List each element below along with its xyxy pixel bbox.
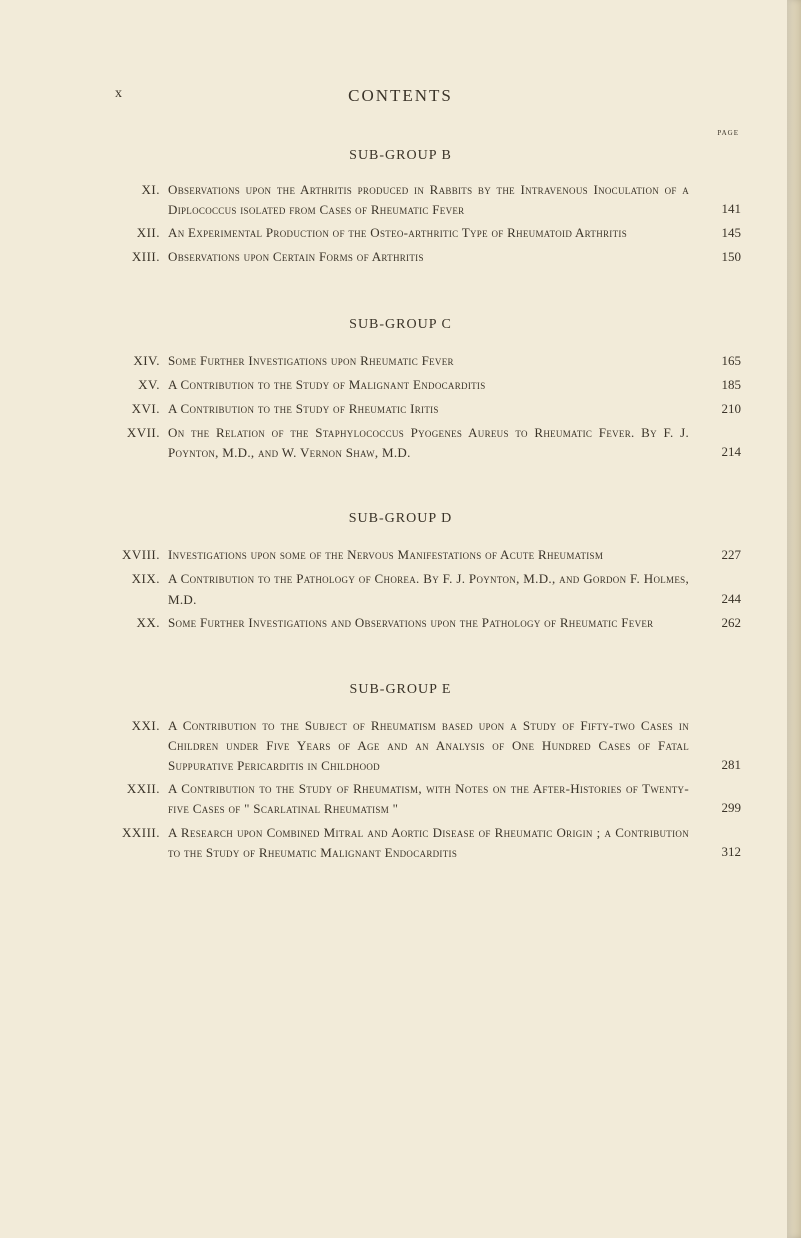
page-number-marker: x xyxy=(115,86,123,102)
entry-roman-numeral: XV. xyxy=(110,375,168,395)
toc-entry: XXIII.A Research upon Combined Mitral an… xyxy=(110,823,741,863)
entry-title-text: A Research upon Combined Mitral and Aort… xyxy=(168,823,701,863)
entry-title-text: A Contribution to the Study of Malignant… xyxy=(168,375,701,395)
entry-page-number: 312 xyxy=(701,842,741,863)
entry-roman-numeral: XVII. xyxy=(110,423,168,443)
toc-entry: XIX.A Contribution to the Pathology of C… xyxy=(110,569,741,609)
toc-entry: XX.Some Further Investigations and Obser… xyxy=(110,613,741,634)
entry-roman-numeral: XVIII. xyxy=(110,545,168,565)
entry-roman-numeral: XVI. xyxy=(110,399,168,419)
entry-title-text: Investigations upon some of the Nervous … xyxy=(168,545,701,565)
subgroup-title: SUB-GROUP C xyxy=(60,317,741,333)
toc-entry: XII.An Experimental Production of the Os… xyxy=(110,223,741,244)
entry-roman-numeral: XII. xyxy=(110,223,168,243)
entry-roman-numeral: XIII. xyxy=(110,247,168,267)
toc-entry: XI.Observations upon the Arthritis produ… xyxy=(110,180,741,220)
entry-roman-numeral: XXI. xyxy=(110,716,168,736)
entry-page-number: 141 xyxy=(701,199,741,220)
toc-entry: XXI.A Contribution to the Subject of Rhe… xyxy=(110,716,741,776)
toc-entry: XV.A Contribution to the Study of Malign… xyxy=(110,375,741,396)
entry-page-number: 150 xyxy=(701,247,741,268)
entry-page-number: 262 xyxy=(701,613,741,634)
entry-title-text: An Experimental Production of the Osteo-… xyxy=(168,223,701,243)
contents-title: CONTENTS xyxy=(60,86,741,106)
entry-title-text: On the Relation of the Staphylococcus Py… xyxy=(168,423,701,463)
subgroup-title: SUB-GROUP E xyxy=(60,682,741,698)
entry-page-number: 214 xyxy=(701,442,741,463)
entry-title-text: A Contribution to the Subject of Rheumat… xyxy=(168,716,701,776)
entry-roman-numeral: XXIII. xyxy=(110,823,168,843)
entry-page-number: 227 xyxy=(701,545,741,566)
entry-page-number: 145 xyxy=(701,223,741,244)
toc-entry: XXII.A Contribution to the Study of Rheu… xyxy=(110,779,741,819)
entry-page-number: 281 xyxy=(701,755,741,776)
page-column-label: page xyxy=(717,127,739,138)
entry-roman-numeral: XIV. xyxy=(110,351,168,371)
page-edge-shadow xyxy=(787,0,801,1238)
entry-roman-numeral: XI. xyxy=(110,180,168,200)
entry-title-text: A Contribution to the Study of Rheumatic… xyxy=(168,399,701,419)
entry-title-text: A Contribution to the Study of Rheumatis… xyxy=(168,779,701,819)
toc-entry: XIV.Some Further Investigations upon Rhe… xyxy=(110,351,741,372)
entry-roman-numeral: XXII. xyxy=(110,779,168,799)
toc-entry: XIII.Observations upon Certain Forms of … xyxy=(110,247,741,268)
entry-roman-numeral: XX. xyxy=(110,613,168,633)
toc-entry: XVII.On the Relation of the Staphylococc… xyxy=(110,423,741,463)
toc-entry: XVI.A Contribution to the Study of Rheum… xyxy=(110,399,741,420)
entry-title-text: Some Further Investigations and Observat… xyxy=(168,613,701,633)
entry-title-text: Some Further Investigations upon Rheumat… xyxy=(168,351,701,371)
entry-page-number: 244 xyxy=(701,589,741,610)
entry-page-number: 185 xyxy=(701,375,741,396)
entry-title-text: Observations upon Certain Forms of Arthr… xyxy=(168,247,701,267)
entry-page-number: 210 xyxy=(701,399,741,420)
subgroup-title: SUB-GROUP B xyxy=(60,148,741,164)
entry-title-text: Observations upon the Arthritis produced… xyxy=(168,180,701,220)
entry-roman-numeral: XIX. xyxy=(110,569,168,589)
table-of-contents: SUB-GROUP BXI.Observations upon the Arth… xyxy=(110,148,741,863)
entry-page-number: 165 xyxy=(701,351,741,372)
entry-page-number: 299 xyxy=(701,798,741,819)
subgroup-title: SUB-GROUP D xyxy=(60,511,741,527)
toc-entry: XVIII.Investigations upon some of the Ne… xyxy=(110,545,741,566)
entry-title-text: A Contribution to the Pathology of Chore… xyxy=(168,569,701,609)
